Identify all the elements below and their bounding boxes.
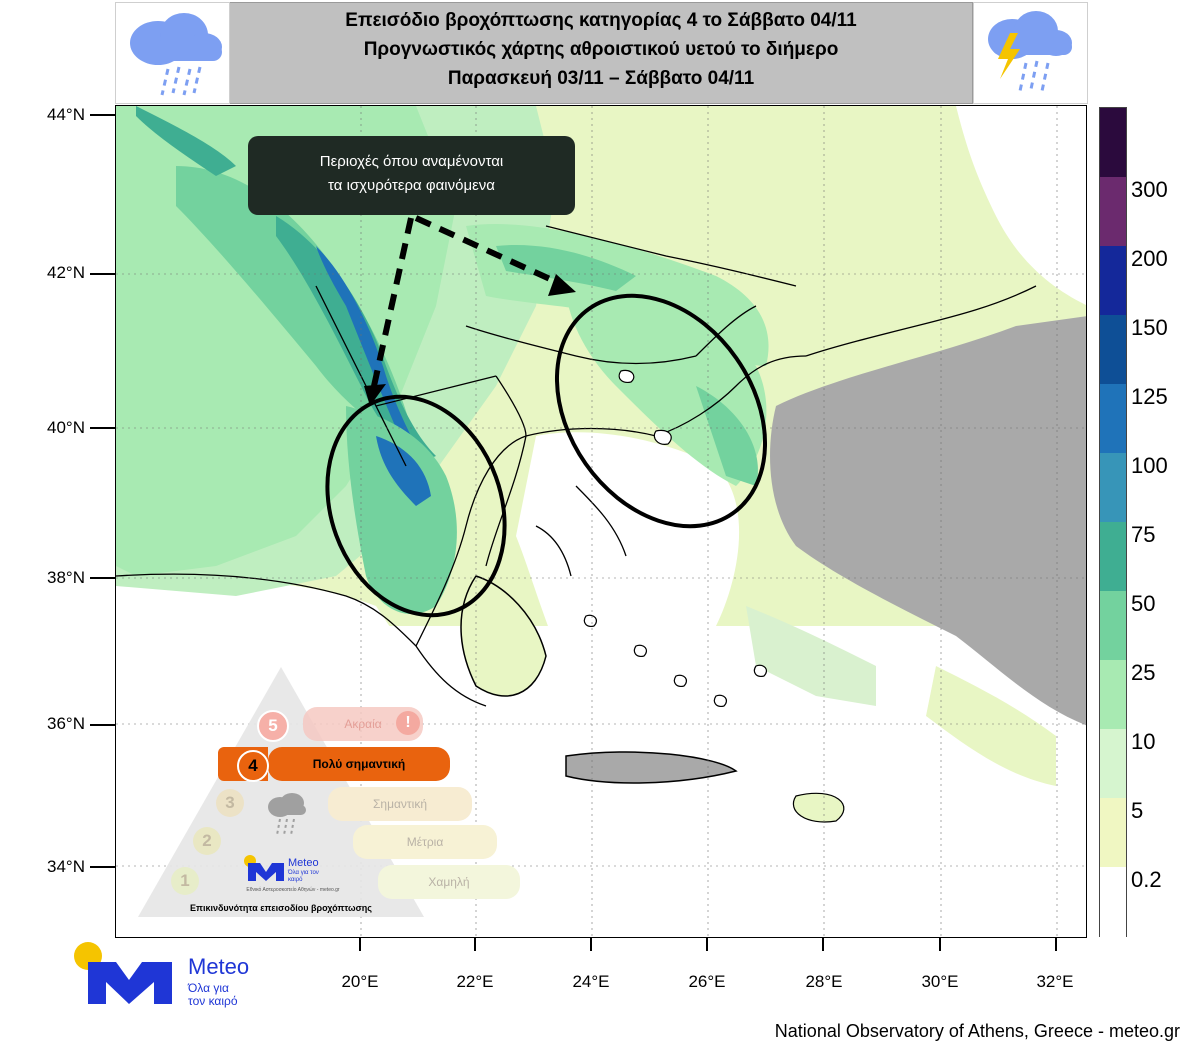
tier-2-number: 2 [193,827,221,855]
colorbar-label-75: 75 [1131,522,1156,547]
colorbar-segment [1100,453,1126,522]
lon-label-20: 20°E [341,972,379,991]
meteo-logo-icon [74,942,172,1004]
colorbar-segment [1100,729,1126,798]
colorbar-segment [1100,591,1126,660]
callout-line-2: τα ισχυρότερα φαινόμενα [328,177,495,194]
map-title: Επεισόδιο βροχόπτωσης κατηγορίας 4 το Σά… [230,6,972,93]
thunderstorm-cloud-icon [988,11,1072,92]
tier-3-label: Σημαντική [328,787,472,821]
tier-3-text: Σημαντική [372,797,428,811]
colorbar-label-0.2: 0.2 [1131,867,1162,892]
colorbar-segment [1100,108,1126,177]
colorbar-segment [1100,384,1126,453]
title-line-2: Προγνωστικός χάρτης αθροιστικού υετού το… [363,39,839,60]
tier-4-label: Πολύ σημαντική [268,747,450,781]
colorbar-segment [1100,522,1126,591]
lon-label-32: 32°E [1036,972,1074,991]
colorbar-label-150: 150 [1131,315,1168,340]
rain-cloud-icon [130,13,222,96]
tier-3-number: 3 [216,789,244,817]
colorbar-label-10: 10 [1131,729,1156,754]
tier-1-label: Χαμηλή [378,865,520,899]
lon-label-24: 24°E [572,972,610,991]
pyramid-rain-cloud-icon [268,793,306,836]
pyramid-brand: Meteo [288,857,319,869]
lon-label-26: 26°E [688,972,726,991]
west-greece-highlight-ellipse [325,394,507,618]
footer-credit: National Observatory of Athens, Greece -… [774,1021,1180,1041]
colorbar-label-100: 100 [1131,453,1168,478]
tier-1-number: 1 [171,867,199,895]
tier-4-number: 4 [237,750,269,782]
callout-arrow-west [371,217,414,387]
lat-label-44: 44°N [47,105,85,124]
lat-ticks [90,114,115,868]
meteo-logo-tagline: Όλα για τον καιρό [188,982,238,1008]
colorbar-segment [1100,246,1126,315]
title-line-3: Παρασκευή 03/11 – Σάββατο 04/11 [447,68,755,89]
colorbar-label-300: 300 [1131,177,1168,202]
meteo-logo-tagline-1: Όλα για [188,981,229,995]
lon-ticks [359,937,1057,951]
header-bar [115,2,973,104]
tier-5-text: Ακραία [344,717,382,731]
colorbar-segment [1100,798,1126,867]
lon-label-22: 22°E [456,972,494,991]
lat-label-36: 36°N [47,714,85,733]
pyramid-meteo-logo-icon [244,855,284,881]
callout-line-1: Περιοχές όπου αναμένονται [319,153,504,170]
tier-5-number: 5 [257,710,289,742]
meteo-logo-tagline-2: τον καιρό [188,994,238,1008]
pyramid-brand-tagline: Όλα για τον καιρό [288,870,319,883]
warning-exclamation-icon: ! [396,711,420,735]
colorbar-segment [1100,660,1126,729]
meteo-logo-brand: Meteo [188,954,250,979]
colorbar-label-200: 200 [1131,246,1168,271]
colorbar-segment [1100,177,1126,246]
tier-2-label: Μέτρια [353,825,497,859]
callout-arrow-east [414,215,563,287]
colorbar-label-25: 25 [1131,660,1156,685]
lon-label-28: 28°E [805,972,843,991]
north-aegean-highlight-ellipse [554,293,768,529]
lat-label-34: 34°N [47,857,85,876]
risk-pyramid-legend: Ακραία ! 5 Πολύ σημαντική 4 Σημαντική 3 … [138,667,520,919]
colorbar-segment [1100,315,1126,384]
title-line-1: Επεισόδιο βροχόπτωσης κατηγορίας 4 το Σά… [345,10,857,31]
precipitation-colorbar [1099,107,1127,938]
strongest-phenomena-callout: Περιοχές όπου αναμένονται τα ισχυρότερα … [248,136,575,215]
colorbar-segment [1100,867,1126,938]
tier-2-text: Μέτρια [406,835,444,849]
tier-4-text: Πολύ σημαντική [312,757,406,771]
lat-label-42: 42°N [47,263,85,282]
pyramid-institute: Εθνικό Αστεροσκοπείο Αθηνών - meteo.gr [246,887,340,893]
lat-label-38: 38°N [47,568,85,587]
pyramid-caption: Επικινδυνότητα επεισοδίου βροχόπτωσης [190,903,372,913]
colorbar-label-50: 50 [1131,591,1156,616]
left-icon-box [115,2,230,104]
lat-label-40: 40°N [47,418,85,437]
colorbar-label-5: 5 [1131,798,1144,823]
lon-label-30: 30°E [921,972,959,991]
colorbar-label-125: 125 [1131,384,1168,409]
tier-1-text: Χαμηλή [428,875,470,889]
right-icon-box [973,2,1088,104]
